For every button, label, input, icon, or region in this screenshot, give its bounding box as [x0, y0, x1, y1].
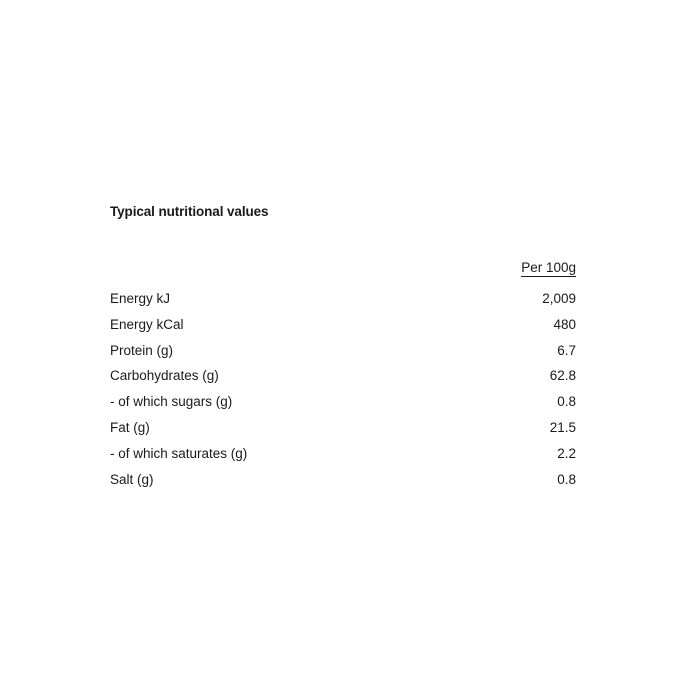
nutrition-panel: Typical nutritional values Per 100g Ener… — [110, 203, 576, 492]
row-label-energy-kj: Energy kJ — [110, 291, 171, 306]
table-row: Protein (g) 6.7 — [110, 338, 576, 364]
column-header-per-100g: Per 100g — [440, 260, 576, 286]
column-header-nutrient — [110, 260, 440, 286]
table-row: Fat (g) 21.5 — [110, 415, 576, 441]
row-value-protein: 6.7 — [557, 342, 576, 358]
table-row: - of which sugars (g) 0.8 — [110, 389, 576, 415]
row-value-energy-kj: 2,009 — [542, 291, 576, 306]
row-label-carbohydrates: Carbohydrates (g) — [110, 368, 219, 384]
table-row: Salt (g) 0.8 — [110, 467, 576, 493]
table-body: Energy kJ 2,009 Energy kCal 480 Protein … — [110, 286, 576, 492]
table-row: Energy kCal 480 — [110, 312, 576, 338]
row-label-saturates: - of which saturates (g) — [110, 445, 248, 461]
row-label-protein: Protein (g) — [110, 342, 174, 358]
table-row: - of which saturates (g) 2.2 — [110, 441, 576, 467]
row-value-energy-kcal: 480 — [553, 316, 576, 332]
row-value-carbohydrates: 62.8 — [549, 368, 576, 384]
page-title: Typical nutritional values — [110, 204, 269, 219]
row-label-sugars: - of which sugars (g) — [110, 394, 233, 410]
table-row: Carbohydrates (g) 62.8 — [110, 363, 576, 389]
row-value-fat: 21.5 — [549, 419, 576, 435]
table-row: Energy kJ 2,009 — [110, 286, 576, 312]
table-header-row: Per 100g — [110, 260, 576, 286]
row-label-fat: Fat (g) — [110, 419, 150, 435]
row-label-energy-kcal: Energy kCal — [110, 316, 184, 332]
row-value-salt: 0.8 — [557, 471, 576, 487]
row-value-saturates: 2.2 — [557, 445, 576, 461]
table-header: Per 100g — [110, 260, 576, 286]
nutrition-table: Per 100g Energy kJ 2,009 Energy kCal 480… — [110, 260, 576, 492]
row-value-sugars: 0.8 — [557, 394, 576, 410]
column-header-per-100g-label: Per 100g — [521, 260, 576, 277]
row-label-salt: Salt (g) — [110, 471, 154, 487]
